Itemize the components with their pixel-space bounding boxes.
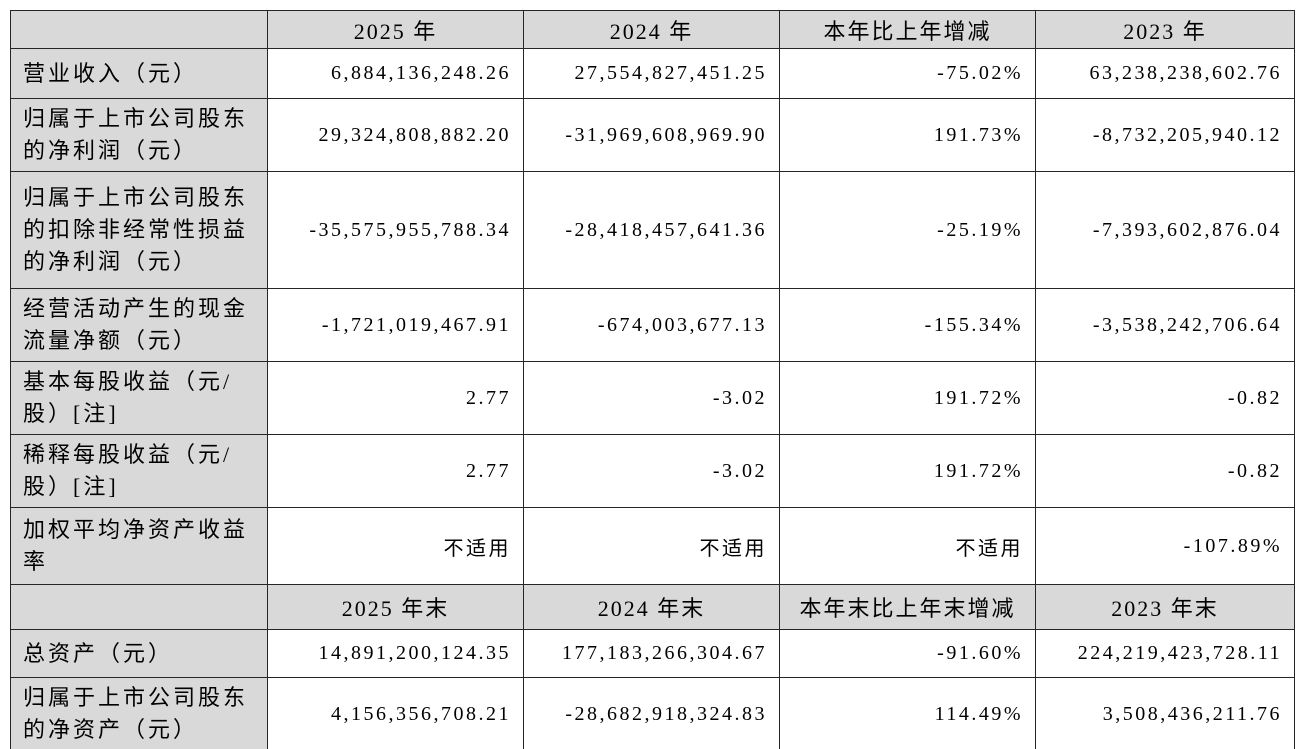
row-label-cell: 基本每股收益（元/ 股）[注]	[10, 361, 268, 435]
table-row-net-profit-excl-nonrecurring: 归属于上市公司股东 的扣除非经常性损益 的净利润（元） -35,575,955,…	[10, 171, 1295, 289]
value-cell: -35,575,955,788.34	[267, 171, 524, 289]
value-cell: -28,418,457,641.36	[523, 171, 780, 289]
row-label-cell: 归属于上市公司股东 的扣除非经常性损益 的净利润（元）	[10, 171, 268, 289]
table-row-total-assets: 总资产（元） 14,891,200,124.35 177,183,266,304…	[10, 629, 1295, 678]
value-cell: -25.19%	[779, 171, 1036, 289]
value-cell: 6,884,136,248.26	[267, 48, 524, 99]
row-label-cell: 稀释每股收益（元/ 股）[注]	[10, 434, 268, 508]
value-cell: 29,324,808,882.20	[267, 98, 524, 172]
value-cell: 63,238,238,602.76	[1035, 48, 1295, 99]
value-cell: -107.89%	[1035, 507, 1295, 585]
header-cell-2025-end: 2025 年末	[267, 584, 524, 630]
value-cell: 不适用	[523, 507, 780, 585]
table-row-weighted-avg-roe: 加权平均净资产收益 率 不适用 不适用 不适用 -107.89%	[10, 507, 1295, 585]
header-cell-2023: 2023 年	[1035, 10, 1295, 49]
value-cell: -3.02	[523, 434, 780, 508]
value-cell: 14,891,200,124.35	[267, 629, 524, 678]
value-cell: 3,508,436,211.76	[1035, 677, 1295, 749]
value-cell: -0.82	[1035, 361, 1295, 435]
table-row-net-profit: 归属于上市公司股东 的净利润（元） 29,324,808,882.20 -31,…	[10, 98, 1295, 172]
value-cell: -75.02%	[779, 48, 1036, 99]
value-cell: 191.73%	[779, 98, 1036, 172]
header-cell-2024-end: 2024 年末	[523, 584, 780, 630]
value-cell: -7,393,602,876.04	[1035, 171, 1295, 289]
table-row-operating-cash-flow: 经营活动产生的现金 流量净额（元） -1,721,019,467.91 -674…	[10, 288, 1295, 362]
row-label-cell: 经营活动产生的现金 流量净额（元）	[10, 288, 268, 362]
value-cell: -1,721,019,467.91	[267, 288, 524, 362]
value-cell: -3,538,242,706.64	[1035, 288, 1295, 362]
value-cell: -28,682,918,324.83	[523, 677, 780, 749]
value-cell: 224,219,423,728.11	[1035, 629, 1295, 678]
value-cell: -3.02	[523, 361, 780, 435]
value-cell: -31,969,608,969.90	[523, 98, 780, 172]
header-empty-cell	[10, 584, 268, 630]
value-cell: 191.72%	[779, 361, 1036, 435]
value-cell: 2.77	[267, 434, 524, 508]
value-cell: -0.82	[1035, 434, 1295, 508]
row-label-cell: 总资产（元）	[10, 629, 268, 678]
row-label-cell: 归属于上市公司股东 的净利润（元）	[10, 98, 268, 172]
value-cell: -91.60%	[779, 629, 1036, 678]
header-cell-2024: 2024 年	[523, 10, 780, 49]
value-cell: 191.72%	[779, 434, 1036, 508]
table-row-revenue: 营业收入（元） 6,884,136,248.26 27,554,827,451.…	[10, 48, 1295, 99]
header-empty-cell	[10, 10, 268, 49]
header-cell-2025: 2025 年	[267, 10, 524, 49]
row-label-cell: 营业收入（元）	[10, 48, 268, 99]
table-row-diluted-eps: 稀释每股收益（元/ 股）[注] 2.77 -3.02 191.72% -0.82	[10, 434, 1295, 508]
financial-summary-table: 2025 年 2024 年 本年比上年增减 2023 年 营业收入（元） 6,8…	[10, 10, 1295, 749]
value-cell: 4,156,356,708.21	[267, 677, 524, 749]
row-label-cell: 归属于上市公司股东 的净资产（元）	[10, 677, 268, 749]
value-cell: -674,003,677.13	[523, 288, 780, 362]
header-cell-year-end-change: 本年末比上年末增减	[779, 584, 1036, 630]
value-cell: 114.49%	[779, 677, 1036, 749]
row-label-cell: 加权平均净资产收益 率	[10, 507, 268, 585]
value-cell: 177,183,266,304.67	[523, 629, 780, 678]
header-cell-2023-end: 2023 年末	[1035, 584, 1295, 630]
value-cell: 不适用	[267, 507, 524, 585]
table-row-basic-eps: 基本每股收益（元/ 股）[注] 2.77 -3.02 191.72% -0.82	[10, 361, 1295, 435]
value-cell: -155.34%	[779, 288, 1036, 362]
value-cell: 27,554,827,451.25	[523, 48, 780, 99]
header-row-annual: 2025 年 2024 年 本年比上年增减 2023 年	[10, 10, 1295, 49]
value-cell: 不适用	[779, 507, 1036, 585]
value-cell: -8,732,205,940.12	[1035, 98, 1295, 172]
value-cell: 2.77	[267, 361, 524, 435]
header-row-year-end: 2025 年末 2024 年末 本年末比上年末增减 2023 年末	[10, 584, 1295, 630]
header-cell-yoy-change: 本年比上年增减	[779, 10, 1036, 49]
table-row-net-assets: 归属于上市公司股东 的净资产（元） 4,156,356,708.21 -28,6…	[10, 677, 1295, 749]
